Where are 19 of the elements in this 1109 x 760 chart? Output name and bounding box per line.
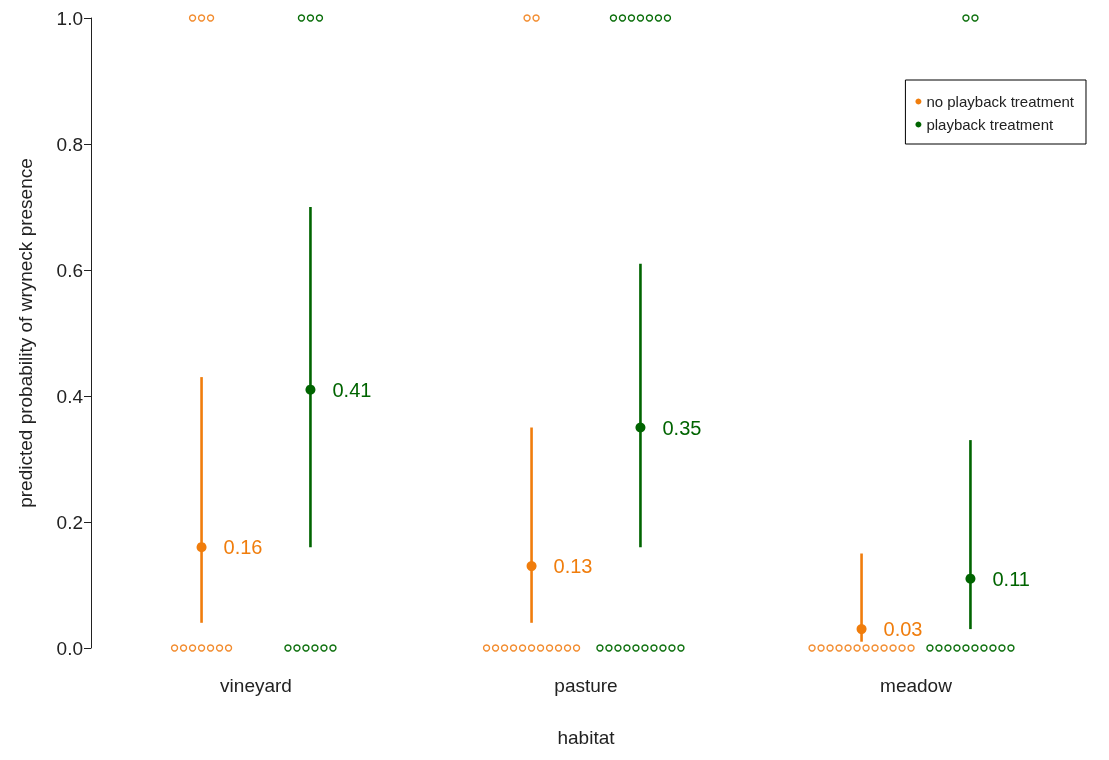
x-tick-label: meadow bbox=[880, 675, 953, 696]
x-axis-title: habitat bbox=[557, 727, 616, 748]
x-tick-label: vineyard bbox=[220, 675, 292, 696]
y-tick-label: 0.0 bbox=[56, 637, 83, 659]
data-label: 0.03 bbox=[883, 618, 923, 641]
y-axis-title: predicted probability of wryneck presence bbox=[15, 158, 36, 508]
x-tick-label: pasture bbox=[554, 675, 618, 696]
legend-label: no playback treatment bbox=[926, 93, 1075, 110]
data-label: 0.11 bbox=[992, 567, 1030, 590]
y-tick-label: 1.0 bbox=[56, 7, 83, 29]
y-tick-label: 0.4 bbox=[56, 385, 84, 407]
legend-label: playback treatment bbox=[926, 116, 1054, 133]
data-label: 0.35 bbox=[662, 416, 702, 439]
y-tick-label: 0.8 bbox=[56, 133, 83, 155]
y-tick-label: 0.2 bbox=[56, 511, 83, 533]
data-label: 0.13 bbox=[553, 555, 593, 578]
y-tick-label: 0.6 bbox=[56, 259, 83, 281]
data-label: 0.41 bbox=[332, 378, 372, 401]
data-label: 0.16 bbox=[223, 536, 263, 559]
